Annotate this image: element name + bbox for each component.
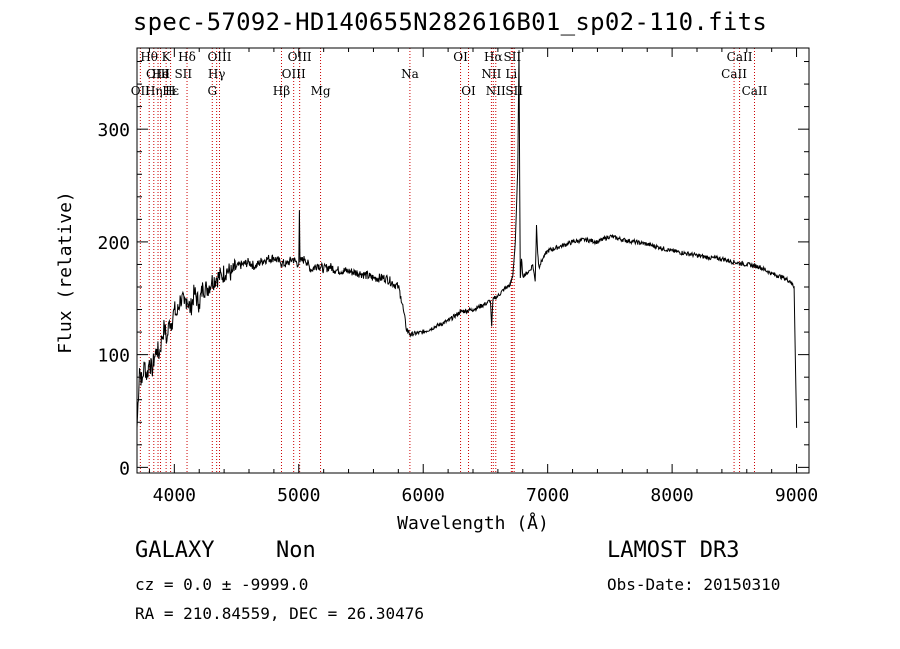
line-label-29: CaII [742, 84, 768, 98]
object-subclass: Non [276, 538, 316, 563]
y-tick-label-0: 0 [119, 458, 130, 479]
line-label-25: NII [486, 84, 506, 98]
line-label-20: OI [461, 84, 476, 98]
line-label-9: Hδ [178, 50, 196, 64]
line-label-11: OIII [207, 50, 231, 64]
line-label-16: Hβ [273, 84, 290, 98]
y-axis-ticks: 0 100 200 300 [97, 61, 809, 479]
line-label-7: I [164, 67, 169, 81]
line-label-6: K [162, 50, 172, 64]
x-tick-label-1: 5000 [277, 485, 320, 506]
line-label-15: OIII [282, 67, 306, 81]
observation-date: Obs-Date: 20150310 [607, 575, 781, 594]
line-label-3: He [152, 67, 170, 81]
line-label-1: OIII [146, 67, 170, 81]
x-axis-ticks: 4000 5000 6000 7000 8000 9000 [148, 48, 818, 506]
line-label-14: OIII [288, 50, 312, 64]
x-tick-label-4: 8000 [650, 485, 693, 506]
line-label-17: Mg [311, 84, 331, 98]
line-label-18: Na [401, 67, 419, 81]
x-tick-label-2: 6000 [402, 485, 445, 506]
line-label-5: Hη [145, 84, 163, 98]
line-label-21: Hα [484, 50, 503, 64]
chart-title: spec-57092-HD140655N282616B01_sp02-110.f… [132, 8, 768, 36]
line-label-26: SII [505, 84, 523, 98]
emission-line-markers [139, 48, 755, 473]
line-label-2: Hθ [140, 50, 158, 64]
line-label-28: CaII [721, 67, 747, 81]
line-label-22: SII [503, 50, 521, 64]
line-label-24: Li [505, 67, 517, 81]
survey-name: LAMOST DR3 [607, 538, 740, 563]
line-label-12: Hγ [208, 67, 226, 81]
line-label-4: Hε [162, 84, 179, 98]
line-label-10: SII [174, 67, 192, 81]
x-axis-label: Wavelength (Å) [397, 512, 549, 534]
line-label-19: OI [453, 50, 468, 64]
y-tick-label-2: 200 [97, 233, 130, 254]
line-label-13: G [207, 84, 217, 98]
line-label-0: OII [131, 84, 151, 98]
plot-frame [136, 47, 810, 474]
x-tick-label-5: 9000 [775, 485, 818, 506]
y-axis-label: Flux (relative) [55, 191, 76, 354]
y-tick-label-1: 100 [97, 346, 130, 367]
coordinates-readout: RA = 210.84559, DEC = 26.30476 [135, 604, 424, 623]
x-tick-label-3: 7000 [526, 485, 569, 506]
x-tick-label-0: 4000 [153, 485, 196, 506]
y-tick-label-3: 300 [97, 120, 130, 141]
line-label-8: H [165, 84, 175, 98]
spectrum-line [136, 50, 798, 428]
line-label-23: NII [481, 67, 501, 81]
redshift-readout: cz = 0.0 ± -9999.0 [135, 575, 309, 594]
line-label-27: CaII [727, 50, 753, 64]
object-class: GALAXY [135, 538, 215, 563]
spectrum-series [136, 50, 798, 428]
